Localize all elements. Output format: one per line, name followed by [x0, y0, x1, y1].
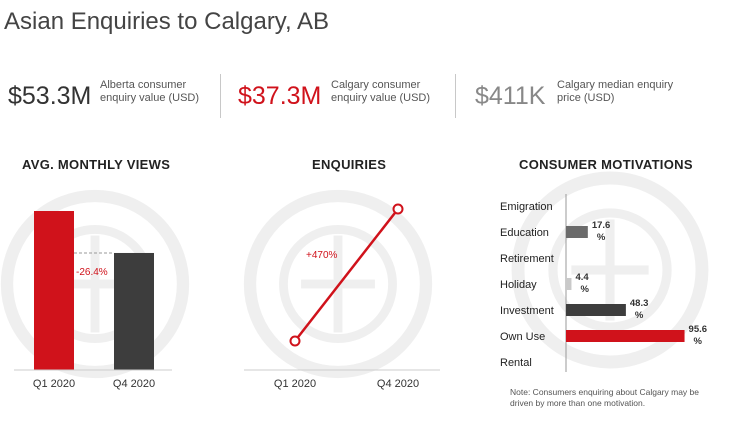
- motivations-category-label: Own Use: [500, 331, 545, 343]
- watermark-bar: [90, 235, 100, 333]
- stat-label: Alberta consumer enquiry value (USD): [100, 79, 200, 104]
- stat-value: $53.3M: [8, 82, 92, 110]
- watermark-emblem-icon: [511, 171, 709, 369]
- motivations-value-label: 95.6: [689, 324, 708, 335]
- stat-value: $37.3M: [238, 82, 322, 110]
- stat-value: $411K: [475, 82, 546, 110]
- motivations-bar: [566, 304, 626, 316]
- motivations-bar: [566, 226, 588, 238]
- motivations-title: CONSUMER MOTIVATIONS: [519, 157, 693, 172]
- motivations-value-unit: %: [635, 310, 644, 321]
- motivations-value-unit: %: [694, 336, 703, 347]
- views-bar: [114, 252, 154, 370]
- stat-label: Calgary consumer enquiry value (USD): [331, 79, 431, 104]
- motivations-category-label: Retirement: [500, 253, 554, 265]
- enquiries-series-line: [294, 208, 399, 342]
- enquiries-tick-label: Q1 2020: [274, 378, 316, 390]
- enquiries-tick-label: Q4 2020: [377, 378, 419, 390]
- watermark-emblem-icon: [0, 189, 190, 379]
- watermark-ring: [243, 189, 433, 379]
- motivations-bar: [566, 278, 572, 290]
- motivations-value-label: 4.4: [575, 272, 589, 283]
- watermark-inner-ring: [548, 208, 672, 332]
- stat-median-price: $411K Calgary median enquiry price (USD): [475, 74, 705, 118]
- views-tick-label: Q1 2020: [33, 378, 75, 390]
- enquiries-title: ENQUIRIES: [312, 157, 387, 172]
- views-tick-label: Q4 2020: [113, 378, 155, 390]
- enquiries-point: [392, 203, 404, 215]
- views-annotation: -26.4%: [76, 267, 108, 278]
- stat-calgary: $37.3M Calgary consumer enquiry value (U…: [238, 74, 448, 118]
- watermark-ring: [511, 171, 709, 369]
- motivations-category-label: Investment: [500, 305, 554, 317]
- watermark-bar: [605, 219, 615, 321]
- divider: [455, 74, 456, 118]
- stat-label: Calgary median enquiry price (USD): [557, 79, 674, 104]
- page-title: Asian Enquiries to Calgary, AB: [4, 8, 330, 35]
- motivations-bar: [566, 330, 685, 342]
- footnote: Note: Consumers enquiring about Calgary …: [510, 387, 699, 408]
- motivations-category-label: Emigration: [500, 201, 553, 213]
- motivations-category-label: Education: [500, 227, 549, 239]
- motivations-value-unit: %: [597, 232, 606, 243]
- motivations-value-label: 17.6: [592, 220, 611, 231]
- motivations-category-label: Rental: [500, 357, 532, 369]
- watermark-ring: [0, 189, 190, 379]
- enquiries-point: [289, 335, 301, 347]
- views-title: AVG. MONTHLY VIEWS: [22, 157, 171, 172]
- divider: [220, 74, 221, 118]
- watermark-inner-ring: [279, 225, 397, 343]
- enquiries-annotation: +470%: [306, 250, 338, 261]
- views-bar: [34, 211, 74, 370]
- stat-alberta: $53.3M Alberta consumer enquiry value (U…: [8, 74, 218, 118]
- motivations-category-label: Holiday: [500, 279, 537, 291]
- motivations-value-unit: %: [580, 284, 589, 295]
- motivations-value-label: 48.3: [630, 298, 649, 309]
